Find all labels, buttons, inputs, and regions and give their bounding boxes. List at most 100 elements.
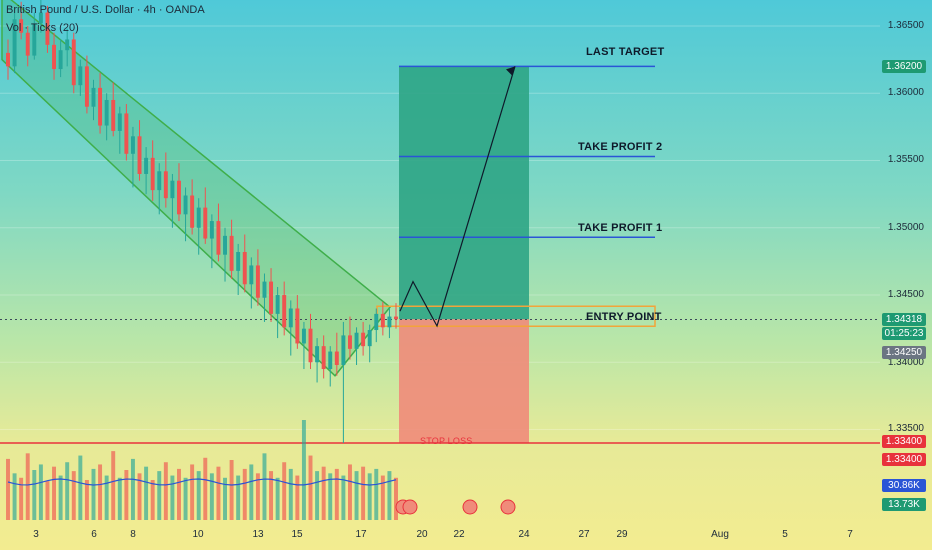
volume-bar bbox=[91, 468, 96, 520]
candle-body bbox=[98, 87, 103, 126]
candle-body bbox=[229, 235, 234, 271]
candle-body bbox=[223, 235, 227, 255]
volume-bar bbox=[58, 475, 63, 520]
candle-body bbox=[341, 335, 346, 365]
candle-body bbox=[25, 32, 30, 56]
current-price-tag: 1.34318 bbox=[882, 313, 926, 326]
y-tick: 1.33500 bbox=[887, 423, 924, 434]
volume-bar bbox=[19, 477, 24, 520]
symbol-header[interactable]: British Pound / U.S. Dollar · 4h · OANDA bbox=[6, 4, 205, 16]
volume-bar bbox=[236, 475, 241, 520]
candle-body bbox=[183, 195, 188, 215]
candle-body bbox=[78, 66, 83, 86]
candle-body bbox=[315, 346, 320, 363]
candle-body bbox=[111, 99, 116, 131]
candle-body bbox=[380, 313, 385, 328]
x-tick: 5 bbox=[782, 529, 788, 540]
y-tick: 1.34000 bbox=[887, 357, 924, 368]
x-tick: 22 bbox=[453, 529, 465, 540]
volume-bar bbox=[12, 473, 17, 520]
volume-bar bbox=[275, 477, 280, 520]
volume-bar bbox=[203, 457, 208, 520]
candle-body bbox=[387, 316, 392, 328]
candle-body bbox=[157, 171, 162, 191]
event-icon-us bbox=[462, 499, 478, 515]
candle-body bbox=[58, 50, 63, 70]
x-tick: 24 bbox=[518, 529, 530, 540]
y-tick: 1.34500 bbox=[887, 289, 924, 300]
candle-body bbox=[262, 281, 267, 298]
y-tick: 1.36500 bbox=[887, 20, 924, 31]
stop-price-tag: 1.33400 bbox=[882, 435, 926, 448]
volume-bar bbox=[157, 471, 162, 520]
countdown-tag: 01:25:23 bbox=[882, 327, 926, 340]
volume-bar bbox=[38, 464, 43, 520]
candle-body bbox=[321, 346, 326, 370]
stop-price-tag-2: 1.33400 bbox=[882, 453, 926, 466]
volume-bar bbox=[380, 475, 385, 520]
candle-body bbox=[255, 265, 260, 298]
volume-header[interactable]: Vol · Ticks (20) bbox=[6, 22, 79, 34]
x-tick: 13 bbox=[252, 529, 264, 540]
volume-bar bbox=[367, 473, 372, 520]
volume-bar bbox=[45, 481, 50, 520]
volume-bar bbox=[124, 470, 129, 520]
candle-body bbox=[334, 351, 339, 365]
candle-body bbox=[19, 19, 24, 33]
candle-body bbox=[38, 12, 43, 24]
volume-bar bbox=[196, 471, 201, 520]
volume-bar bbox=[354, 471, 359, 520]
x-tick: 3 bbox=[33, 529, 39, 540]
y-tick: 1.35500 bbox=[887, 154, 924, 165]
volume-bar bbox=[71, 471, 76, 520]
volume-bar bbox=[170, 475, 175, 520]
candle-body bbox=[45, 12, 50, 45]
volume-bar bbox=[308, 455, 313, 520]
candle-body bbox=[32, 23, 37, 56]
candle-body bbox=[71, 39, 76, 86]
stop-zone bbox=[399, 319, 529, 444]
candle-body bbox=[249, 265, 254, 285]
volume-bar bbox=[209, 473, 214, 520]
volume-bar bbox=[98, 464, 103, 520]
volume-bar bbox=[78, 455, 83, 520]
x-tick: 10 bbox=[192, 529, 204, 540]
volume-tag-2: 13.73K bbox=[882, 498, 926, 511]
x-tick: 17 bbox=[355, 529, 367, 540]
candle-body bbox=[216, 221, 221, 255]
volume-bar bbox=[328, 473, 333, 520]
volume-bar bbox=[223, 477, 227, 520]
candle-body bbox=[203, 207, 208, 239]
candle-body bbox=[394, 316, 398, 320]
volume-bar bbox=[177, 468, 181, 520]
y-tick: 1.35000 bbox=[887, 222, 924, 233]
volume-bar bbox=[183, 477, 188, 520]
volume-bar bbox=[32, 470, 37, 520]
volume-bar bbox=[190, 464, 195, 520]
candle-body bbox=[308, 328, 313, 363]
volume-bar bbox=[301, 420, 306, 520]
x-tick: 15 bbox=[291, 529, 303, 540]
volume-bar bbox=[84, 480, 89, 520]
last-target-label: LAST TARGET bbox=[586, 46, 665, 58]
candle-body bbox=[170, 180, 175, 199]
x-tick: 27 bbox=[578, 529, 590, 540]
candle-body bbox=[12, 19, 17, 67]
candle-body bbox=[91, 87, 96, 107]
volume-bar bbox=[163, 462, 168, 520]
volume-bar bbox=[216, 466, 221, 520]
candle-body bbox=[347, 335, 352, 349]
candle-body bbox=[354, 332, 359, 349]
candle-body bbox=[52, 44, 57, 70]
volume-bar bbox=[150, 480, 155, 520]
volume-bar bbox=[347, 464, 352, 520]
volume-bar bbox=[242, 468, 247, 520]
x-tick: 8 bbox=[130, 529, 136, 540]
y-tick: 1.36000 bbox=[887, 87, 924, 98]
entry-point-label: ENTRY POINT bbox=[586, 311, 662, 323]
volume-tag: 30.86K bbox=[882, 479, 926, 492]
volume-bar bbox=[387, 471, 392, 520]
candle-body bbox=[190, 195, 195, 228]
